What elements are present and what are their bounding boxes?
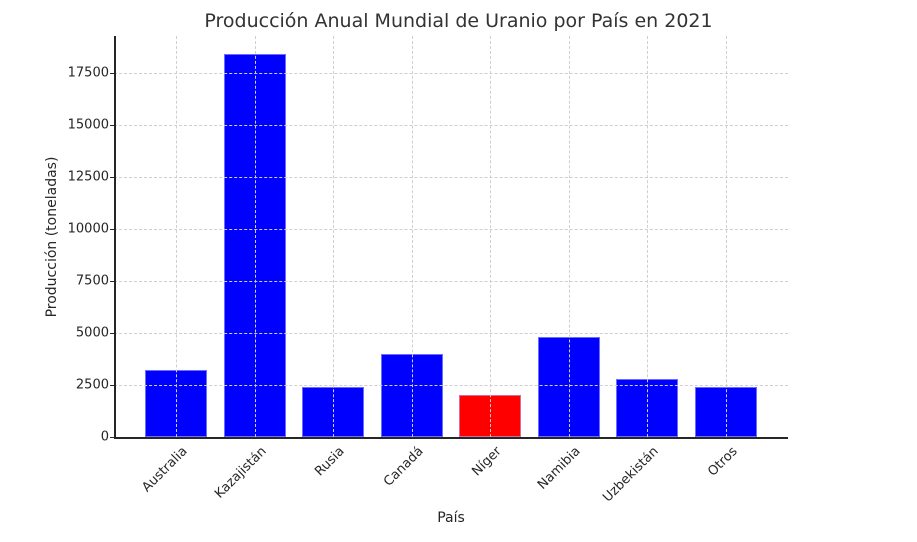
x-tick-label: Kazajistán <box>211 444 270 502</box>
y-tick-mark <box>110 333 114 334</box>
y-tick-label: 0 <box>100 429 109 445</box>
h-gridline <box>114 229 788 230</box>
y-tick-mark <box>110 281 114 282</box>
x-axis-line <box>114 437 788 439</box>
v-gridline <box>490 36 491 437</box>
y-axis-label: Producción (toneladas) <box>44 156 60 318</box>
v-gridline <box>647 36 648 437</box>
x-tick-label: Namibia <box>534 444 584 493</box>
h-gridline <box>114 333 788 334</box>
x-tick-label: Uzbekistán <box>600 444 662 506</box>
v-gridline <box>411 36 413 437</box>
v-gridline <box>568 36 570 437</box>
x-tick-label: Níger <box>469 444 505 480</box>
y-tick-label: 10000 <box>67 221 109 237</box>
y-tick-mark <box>110 385 114 386</box>
y-tick-mark <box>110 73 114 74</box>
x-tick-label: Otros <box>704 444 741 480</box>
y-axis-line <box>114 36 116 438</box>
y-tick-label: 5000 <box>75 325 109 341</box>
x-tick-label: Rusia <box>312 444 348 480</box>
y-tick-mark <box>110 125 114 126</box>
chart-title: Producción Anual Mundial de Uranio por P… <box>204 10 713 32</box>
y-tick-label: 17500 <box>67 65 109 81</box>
h-gridline <box>114 125 788 126</box>
plot-area <box>114 36 788 437</box>
h-gridline <box>114 281 788 282</box>
y-tick-mark <box>110 229 114 230</box>
x-tick-label: Canadá <box>380 444 427 490</box>
v-gridline <box>254 36 256 437</box>
y-tick-mark <box>110 437 114 438</box>
h-gridline <box>114 177 788 178</box>
v-gridline <box>725 36 727 437</box>
y-tick-label: 12500 <box>67 169 109 185</box>
v-gridline <box>176 36 177 437</box>
y-tick-label: 2500 <box>75 377 109 393</box>
h-gridline <box>114 385 788 386</box>
v-gridline <box>333 36 334 437</box>
h-gridline <box>114 73 788 74</box>
x-axis-label: País <box>437 510 465 526</box>
y-tick-mark <box>110 177 114 178</box>
x-tick-label: Australia <box>139 444 191 496</box>
y-tick-label: 7500 <box>75 273 109 289</box>
y-tick-label: 15000 <box>67 117 109 133</box>
